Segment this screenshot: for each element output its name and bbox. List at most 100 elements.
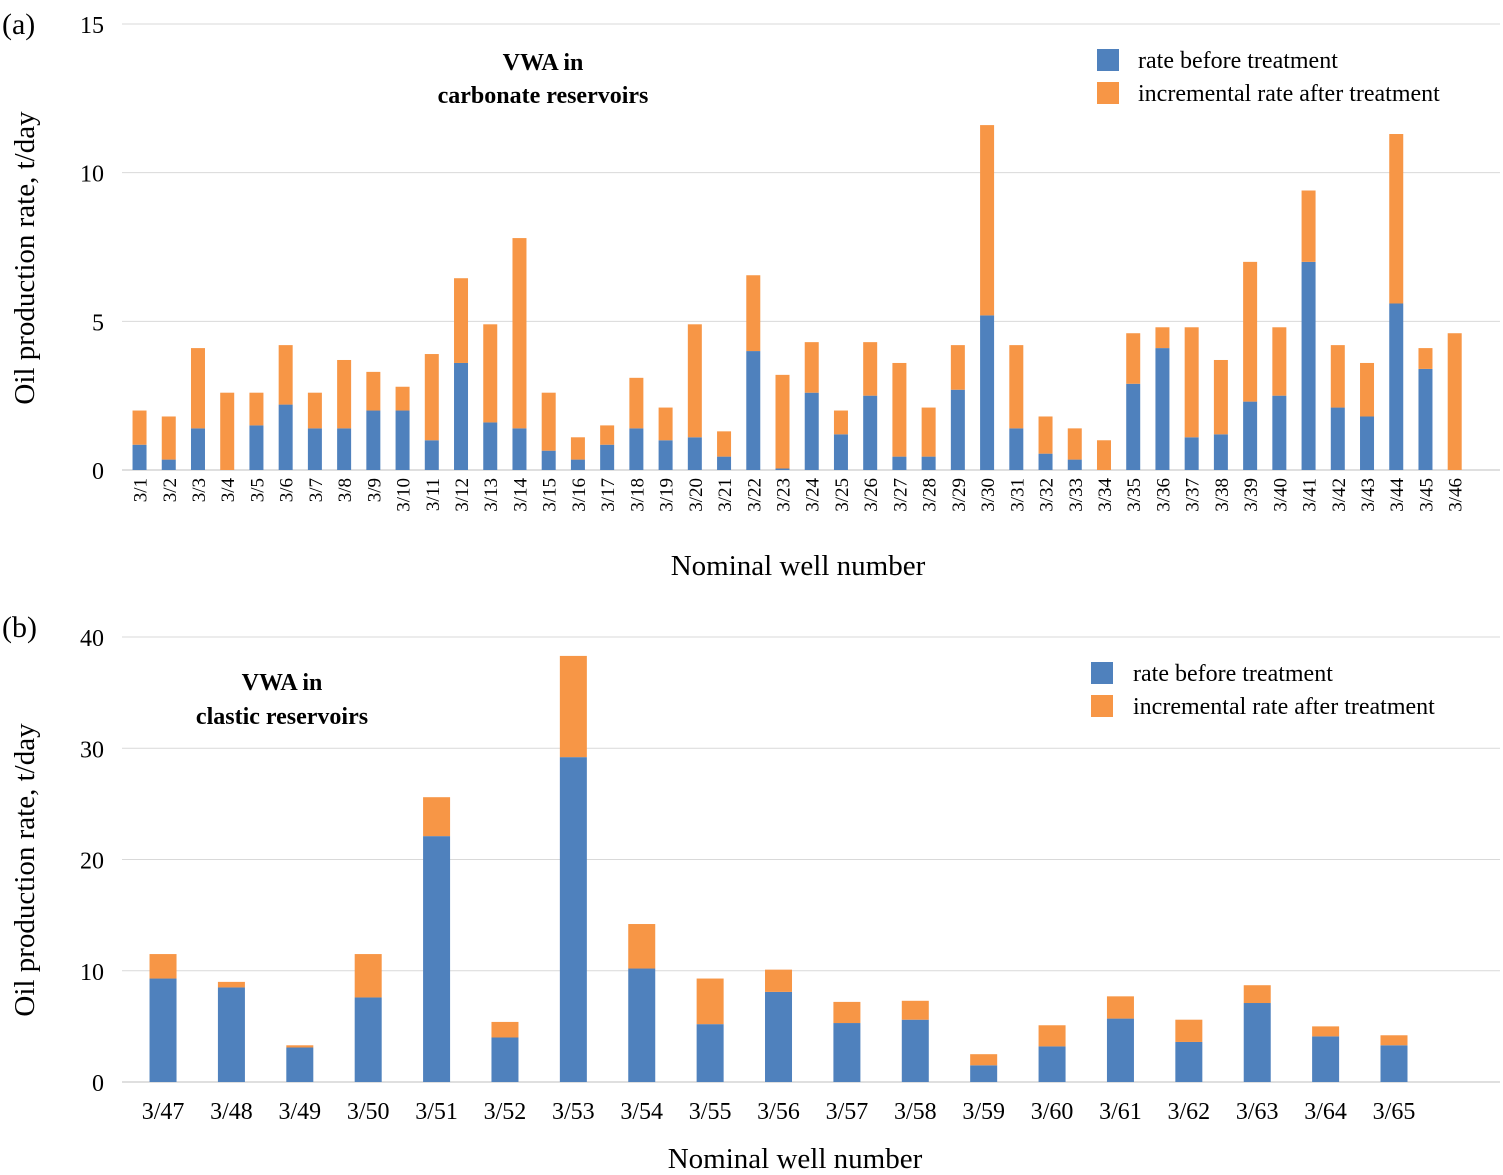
bar-before-3/49 (286, 1047, 314, 1082)
y-tick-label: 40 (80, 626, 104, 652)
x-tick-label: 3/61 (1099, 1099, 1142, 1125)
bar-incremental-3/6 (278, 345, 293, 405)
bar-before-3/61 (1106, 1018, 1134, 1082)
chart-annotation-line2: carbonate reservoirs (438, 83, 649, 109)
x-tick-label: 3/31 (1007, 478, 1028, 512)
bar-incremental-3/62 (1175, 1019, 1203, 1042)
legend: rate before treatment incremental rate af… (1097, 48, 1440, 107)
bar-before-3/56 (765, 991, 793, 1082)
x-tick-label: 3/19 (657, 478, 678, 512)
bar-before-3/10 (395, 410, 410, 470)
bar-before-3/36 (1155, 348, 1170, 470)
x-tick-label: 3/55 (689, 1099, 732, 1125)
bar-incremental-3/26 (863, 342, 878, 396)
bar-before-3/41 (1301, 261, 1316, 470)
bar-before-3/17 (600, 444, 615, 470)
bar-before-3/47 (149, 978, 177, 1082)
panel-label: (b) (2, 611, 37, 644)
bar-incremental-3/36 (1155, 327, 1170, 349)
x-axis-title: Nominal well number (671, 550, 926, 582)
chart-annotation-line2: clastic reservoirs (196, 704, 368, 730)
bar-incremental-3/60 (1038, 1025, 1066, 1047)
y-tick-label: 5 (92, 310, 104, 336)
x-tick-label: 3/10 (394, 478, 415, 512)
legend-swatch-before (1097, 49, 1119, 71)
bar-before-3/43 (1360, 416, 1375, 470)
bar-incremental-3/45 (1418, 348, 1433, 369)
x-tick-label: 3/13 (481, 478, 502, 512)
bar-before-3/58 (901, 1019, 929, 1082)
chart-annotation-line1: VWA in (503, 50, 584, 76)
legend-swatch-before (1091, 662, 1113, 684)
bar-incremental-3/10 (395, 386, 410, 411)
x-tick-label: 3/15 (540, 478, 561, 512)
bar-before-3/23 (775, 468, 790, 470)
bar-incremental-3/46 (1447, 333, 1462, 470)
x-tick-label: 3/3 (189, 478, 210, 502)
bar-incremental-3/50 (354, 954, 382, 998)
x-tick-label: 3/58 (894, 1099, 937, 1125)
bar-incremental-3/3 (190, 348, 205, 429)
bar-incremental-3/55 (696, 978, 724, 1025)
x-tick-label: 3/51 (415, 1099, 458, 1125)
bar-incremental-3/40 (1272, 327, 1287, 396)
bar-incremental-3/5 (249, 392, 264, 426)
bar-incremental-3/61 (1106, 996, 1134, 1019)
x-tick-label: 3/32 (1037, 478, 1058, 512)
bar-before-3/50 (354, 997, 382, 1082)
bar-incremental-3/35 (1126, 333, 1141, 384)
x-tick-label: 3/33 (1066, 478, 1087, 512)
x-tick-label: 3/49 (278, 1099, 321, 1125)
bar-incremental-3/12 (454, 278, 469, 363)
x-tick-label: 3/63 (1236, 1099, 1279, 1125)
bar-incremental-3/2 (161, 416, 176, 460)
bar-incremental-3/15 (541, 392, 556, 451)
chart-panel-a: 0 5 10 15 3/1 3/2 3/3 3/4 3/5 3/6 3/7 3/8 3/9 3/10 3/1… (2, 8, 1500, 582)
bar-incremental-3/64 (1312, 1026, 1340, 1037)
x-tick-label: 3/9 (364, 478, 385, 502)
y-tick-label: 0 (92, 459, 104, 485)
x-tick-label: 3/36 (1153, 478, 1174, 512)
panel-label: (a) (2, 8, 35, 41)
x-tick-label: 3/21 (715, 478, 736, 512)
bar-before-3/5 (249, 425, 264, 470)
x-tick-label: 3/64 (1304, 1099, 1347, 1125)
bar-before-3/37 (1184, 437, 1199, 470)
x-tick-label: 3/39 (1241, 478, 1262, 512)
bar-before-3/63 (1243, 1003, 1271, 1082)
chart-panel-b: 0 10 20 30 40 3/47 3/48 3/49 3/50 3/51 3/52 3/53 3/5… (2, 611, 1500, 1175)
bar-incremental-3/65 (1380, 1035, 1408, 1046)
bar-incremental-3/30 (980, 125, 995, 316)
legend-swatch-incremental (1097, 82, 1119, 104)
bar-before-3/16 (570, 459, 585, 470)
bar-before-3/62 (1175, 1041, 1203, 1082)
x-tick-label: 3/29 (949, 478, 970, 512)
x-tick-label: 3/12 (452, 478, 473, 512)
bar-before-3/21 (717, 456, 732, 470)
bar-before-3/42 (1330, 407, 1345, 470)
x-tick-label: 3/46 (1446, 478, 1467, 512)
bar-before-3/26 (863, 395, 878, 470)
bar-before-3/59 (970, 1065, 998, 1082)
bar-incremental-3/17 (600, 425, 615, 445)
bar-incremental-3/48 (217, 981, 245, 988)
bar-before-3/35 (1126, 383, 1141, 470)
x-tick-label: 3/5 (247, 478, 268, 502)
bar-incremental-3/37 (1184, 327, 1199, 438)
bar-before-3/28 (921, 456, 936, 470)
bar-before-3/57 (833, 1023, 861, 1082)
bar-incremental-3/29 (950, 345, 965, 390)
chart-annotation-line1: VWA in (242, 670, 323, 696)
bar-before-3/30 (980, 315, 995, 470)
x-tick-label: 3/56 (757, 1099, 800, 1125)
bar-incremental-3/51 (423, 797, 451, 837)
x-tick-label: 3/17 (598, 478, 619, 512)
bar-incremental-3/1 (132, 410, 147, 445)
bar-before-3/18 (629, 428, 644, 470)
bar-before-3/45 (1418, 368, 1433, 470)
x-tick-label: 3/18 (627, 478, 648, 512)
x-axis-title: Nominal well number (668, 1143, 923, 1175)
bar-before-3/64 (1312, 1036, 1340, 1082)
bar-incremental-3/41 (1301, 190, 1316, 262)
x-tick-label: 3/59 (962, 1099, 1005, 1125)
